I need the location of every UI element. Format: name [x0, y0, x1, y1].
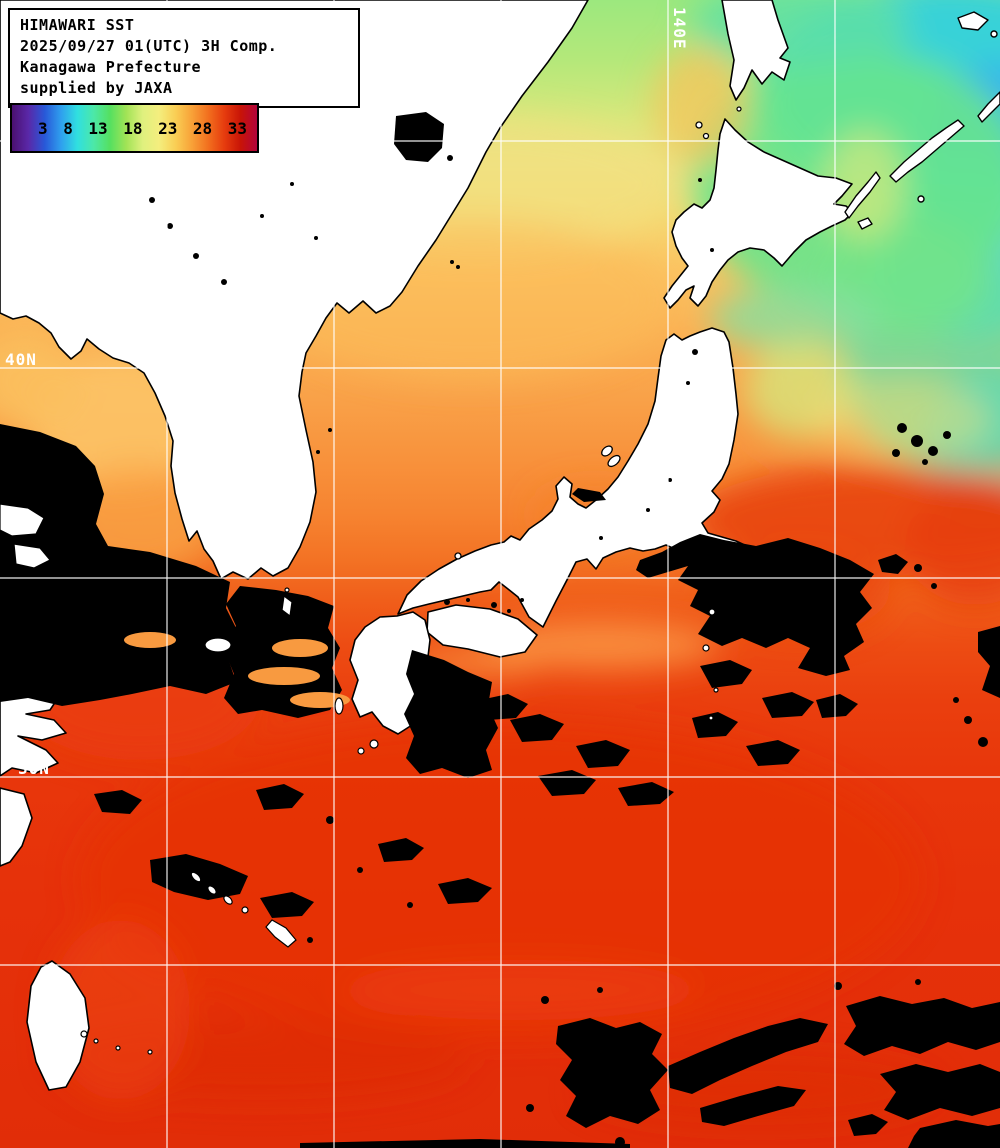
small-islands-layer	[0, 106, 742, 1055]
colorbar-tick: 8	[63, 118, 73, 138]
cloud-cluster-bottom-right	[834, 979, 1000, 1148]
china-coast-land-south	[0, 787, 33, 867]
colorbar-tick: 33	[227, 118, 247, 138]
jeju-island	[204, 637, 232, 653]
map-title: HIMAWARI SST	[20, 16, 135, 34]
colorbar-tick-labels: 3 8 13 18 23 28 33	[12, 105, 257, 151]
cloud-scattered-midocean	[94, 784, 492, 943]
hokkaido-land	[663, 118, 854, 309]
taiwan-land	[26, 960, 90, 1091]
cloud-specks-right-middle	[892, 423, 1000, 747]
colorbar-tick: 28	[192, 118, 213, 138]
cloud-cluster-bottom-left	[300, 987, 668, 1148]
cloud-specks-inland-sea	[444, 488, 606, 613]
kuril-islands-land	[844, 11, 1000, 230]
colorbar-tick: 23	[158, 118, 178, 138]
sea-of-japan-islands-land	[454, 121, 710, 560]
shikoku-land	[426, 604, 538, 658]
cloud-mass-yellow-sea	[0, 424, 238, 706]
cloud-band-bottom-center	[668, 1018, 828, 1126]
okinawa-island	[265, 919, 297, 948]
colorbar-tick: 18	[123, 118, 143, 138]
colorbar-tick: 13	[88, 118, 108, 138]
title-box: HIMAWARI SST 2025/09/27 01(UTC) 3H Comp.…	[8, 8, 360, 108]
map-region: Kanagawa Prefecture	[20, 58, 202, 76]
cloud-cover-layer	[0, 112, 1000, 1148]
honshu-land	[397, 327, 754, 628]
map-datetime: 2025/09/27 01(UTC) 3H Comp.	[20, 37, 278, 55]
temperature-colorbar: 3 8 13 18 23 28 33	[10, 103, 259, 153]
lat-40n-label: 40N	[5, 350, 37, 369]
cloud-scattered-southeast	[692, 660, 858, 766]
cloud-specks-on-land	[149, 112, 714, 540]
graticule-labels: 40N 30N 140E	[5, 7, 689, 778]
sakhalin-land	[721, 0, 791, 101]
lat-30n-label: 30N	[18, 759, 50, 778]
lon-140e-label: 140E	[670, 7, 689, 50]
cloud-mass-kyushu-south	[404, 650, 498, 778]
colorbar-tick: 3	[38, 118, 48, 138]
tsushima-island	[281, 594, 293, 618]
map-source: supplied by JAXA	[20, 79, 173, 97]
cloud-mass-kanto-east	[636, 534, 874, 676]
